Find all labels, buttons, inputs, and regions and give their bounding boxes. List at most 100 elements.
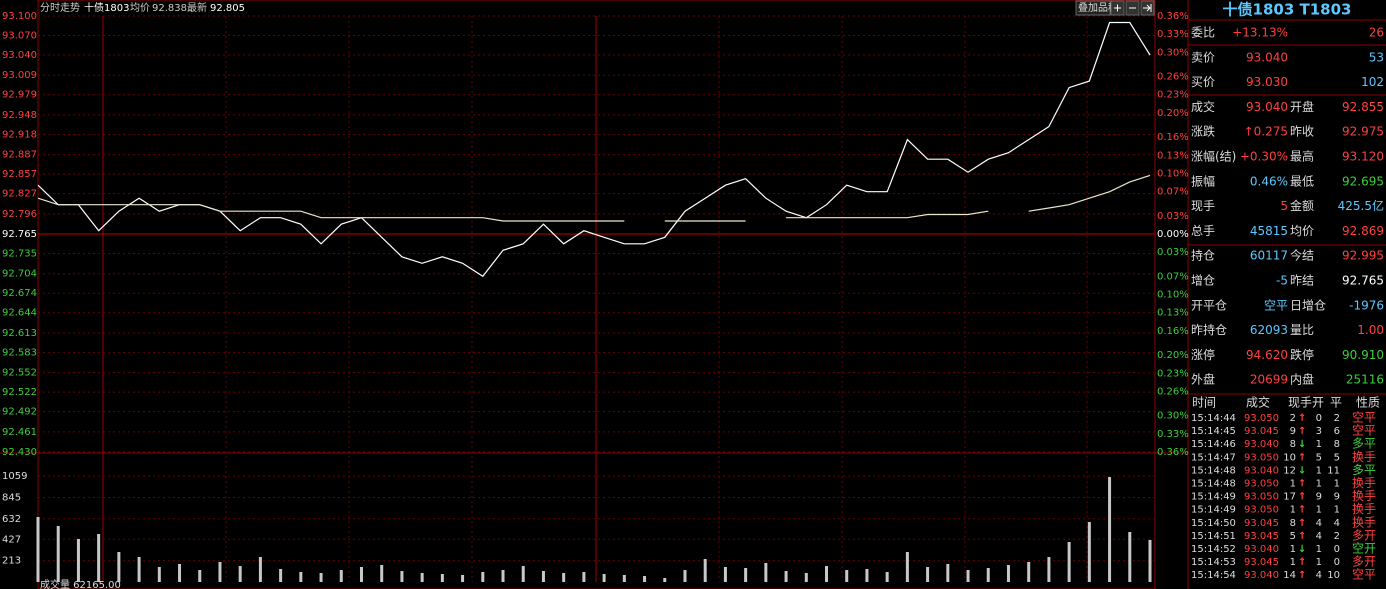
volume-bar (56, 526, 60, 582)
trade-time: 15:14:44 (1191, 413, 1236, 424)
trade-close: 1 (1334, 505, 1340, 516)
trade-time: 15:14:52 (1191, 544, 1236, 555)
y2-tick-label: 0.23% (1157, 368, 1189, 379)
y2-tick-label: 0.03% (1157, 247, 1189, 258)
trade-price: 93.050 (1244, 479, 1279, 490)
trade-time: 15:14:48 (1191, 479, 1236, 490)
panel-cell: 跌停 (1290, 347, 1314, 362)
volume-bar (198, 570, 202, 582)
panel-cell: 振幅 (1191, 173, 1215, 188)
volume-bar (622, 575, 626, 582)
volume-bar (905, 552, 909, 582)
volume-bar (562, 573, 566, 582)
panel-cell: 总手 (1191, 224, 1215, 238)
volume-bar (582, 572, 586, 582)
panel-separators (1188, 19, 1386, 395)
plus-icon (1114, 4, 1121, 12)
volume-bar (1047, 557, 1051, 582)
panel-cell: 日增仓 (1290, 298, 1326, 312)
y-tick-label: 92.430 (2, 447, 37, 458)
trade-volume: 8 (1290, 439, 1296, 450)
volume-bar (643, 576, 647, 582)
overlay-button[interactable] (1075, 0, 1111, 16)
header-name: 十债1803 (84, 1, 129, 14)
trade-close: 10 (1327, 570, 1340, 581)
trade-volume: 17 (1283, 492, 1296, 503)
volume-bar (97, 534, 101, 582)
trade-close: 11 (1327, 465, 1340, 476)
price-line (37, 174, 1151, 222)
volume-bar (966, 570, 970, 582)
panel-cell: 昨结 (1290, 274, 1314, 288)
volume-bar (76, 539, 80, 582)
panel-cell: 92.975 (1342, 125, 1384, 139)
y-tick-label: 92.552 (2, 368, 37, 379)
y-tick-label: 92.735 (2, 249, 37, 260)
y-tick-label: 92.765 (2, 229, 37, 240)
volume-bar (400, 571, 404, 582)
trade-volume: 2 (1290, 413, 1296, 424)
y2-tick-label: 0.00% (1157, 229, 1189, 240)
y2-tick-label: 0.33% (1157, 29, 1189, 40)
trade-header: 性质 (1356, 396, 1380, 410)
y2-tick-label: 0.20% (1157, 350, 1189, 361)
y-tick-label: 92.674 (2, 288, 37, 299)
trade-close: 6 (1334, 426, 1340, 437)
trade-direction: ↓ (1298, 465, 1306, 476)
panel-cell: 92.765 (1342, 274, 1384, 288)
volume-bar (238, 566, 242, 582)
trade-time: 15:14:46 (1191, 439, 1236, 450)
volume-bar (541, 571, 545, 582)
trade-volume: 10 (1283, 452, 1296, 463)
volume-bar (885, 572, 889, 582)
trade-time: 15:14:49 (1191, 492, 1236, 503)
volume-bar (663, 578, 667, 582)
volume-title: 成交量 62165.00 (40, 578, 121, 589)
volume-bar (683, 570, 687, 582)
trade-direction: ↑ (1298, 426, 1306, 437)
trade-price: 93.050 (1244, 452, 1279, 463)
panel-title: 十债1803 T1803 (1223, 1, 1352, 19)
trade-close: 8 (1334, 439, 1340, 450)
trade-header: 平 (1330, 396, 1342, 410)
panel-cell: 买价 (1191, 75, 1215, 89)
y2-tick-label: 0.16% (1157, 132, 1189, 143)
trade-close: 0 (1334, 544, 1340, 555)
trade-time: 15:14:48 (1191, 465, 1236, 476)
y2-tick-label: 0.30% (1157, 47, 1189, 58)
trade-time: 15:14:51 (1191, 531, 1236, 542)
volume-bar (380, 565, 384, 582)
panel-cell: 45815 (1250, 224, 1288, 238)
volume-bar (420, 573, 424, 582)
y2-tick-label: 0.33% (1157, 429, 1189, 440)
volume-bar (1148, 540, 1152, 582)
trade-price: 93.040 (1244, 465, 1279, 476)
trade-nature: 换手 (1352, 489, 1376, 503)
y2-tick-label: 0.23% (1157, 90, 1189, 101)
y2-tick-label: 0.16% (1157, 326, 1189, 337)
y-tick-label: 92.887 (2, 150, 37, 161)
y-tick-label: 213 (2, 556, 21, 567)
y2-tick-label: 0.13% (1157, 150, 1189, 161)
trade-open: 0 (1316, 413, 1322, 424)
panel-cell: 委比 (1191, 26, 1215, 40)
trade-nature: 换手 (1352, 502, 1376, 516)
trade-direction: ↓ (1298, 439, 1306, 450)
y2-tick-label: 0.10% (1157, 290, 1189, 301)
trade-time: 15:14:50 (1191, 518, 1236, 529)
panel-cell: 102 (1361, 75, 1384, 89)
trade-open: 1 (1316, 439, 1322, 450)
trade-nature: 多平 (1352, 463, 1376, 477)
volume-bar (946, 564, 950, 582)
volume-bar (1128, 532, 1132, 582)
panel-cell: +13.13% (1232, 26, 1288, 40)
trade-nature: 换手 (1352, 515, 1376, 529)
panel-cell: 昨收 (1290, 125, 1314, 139)
trade-header: 成交 (1246, 395, 1270, 410)
trade-close: 5 (1334, 452, 1340, 463)
trade-open: 1 (1316, 465, 1322, 476)
panel-cell: 425.5亿 (1338, 198, 1384, 213)
trade-direction: ↑ (1298, 557, 1306, 568)
